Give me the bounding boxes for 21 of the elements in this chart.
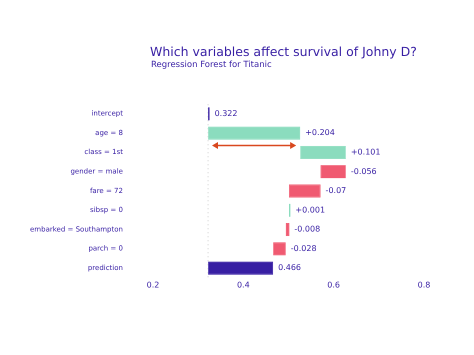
bar bbox=[208, 126, 300, 140]
x-tick-label: 0.8 bbox=[418, 280, 430, 290]
x-tick-label: 0.2 bbox=[146, 280, 160, 290]
bar bbox=[288, 184, 321, 198]
bar bbox=[320, 165, 346, 178]
chart-subtitle: Regression Forest for Titanic bbox=[151, 60, 272, 70]
data-label: 0.466 bbox=[278, 263, 302, 272]
x-tick-label: 0.4 bbox=[236, 280, 250, 290]
data-label: 0.322 bbox=[214, 108, 238, 118]
data-label: +0.101 bbox=[350, 148, 380, 156]
data-label: -0.07 bbox=[326, 186, 346, 196]
data-label: +0.204 bbox=[305, 128, 335, 138]
data-label: -0.028 bbox=[290, 244, 317, 253]
bar bbox=[286, 223, 290, 236]
data-label: +0.001 bbox=[295, 205, 326, 214]
bar bbox=[300, 146, 346, 159]
data-label: -0.056 bbox=[350, 166, 377, 176]
chart-title: Which variables affect survival of Johny D? bbox=[150, 44, 417, 59]
data-label: -0.008 bbox=[294, 224, 320, 234]
bar bbox=[208, 262, 274, 275]
x-tick-label: 0.6 bbox=[327, 280, 340, 290]
